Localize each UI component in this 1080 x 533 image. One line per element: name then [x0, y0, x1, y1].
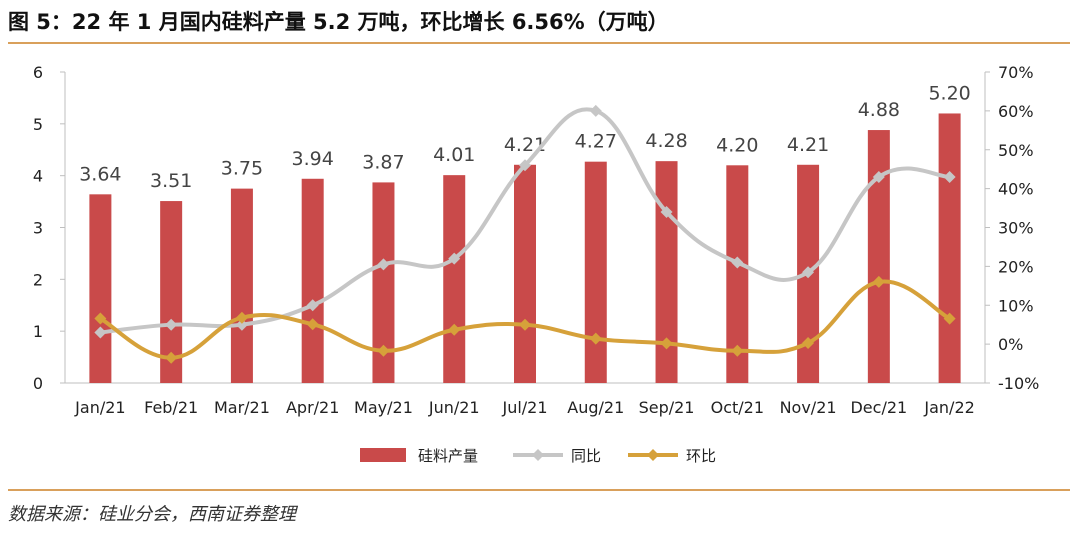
y-right-tick-label: 0%	[998, 335, 1023, 354]
bar-data-label: 5.20	[928, 82, 970, 104]
title-divider	[8, 42, 1070, 44]
series-mom-point	[448, 323, 461, 336]
series-yoy-point	[165, 318, 178, 331]
series-mom-point	[165, 351, 178, 364]
y-right-tick-label: 10%	[998, 296, 1034, 315]
y-right-tick-label: 70%	[998, 63, 1034, 82]
bar-production	[938, 113, 961, 383]
y-left-tick-label: 2	[33, 270, 43, 289]
bar-production	[301, 178, 324, 383]
y-right-tick-label: 20%	[998, 257, 1034, 276]
bar-production	[372, 182, 395, 383]
bar-data-label: 4.21	[787, 134, 829, 156]
series-mom-point	[589, 332, 602, 345]
series-mom-point	[731, 344, 744, 357]
legend-production-label: 硅料产量	[418, 447, 478, 465]
series-mom-point	[660, 337, 673, 350]
x-tick-label: Jul/21	[501, 398, 547, 417]
x-tick-label: Dec/21	[850, 398, 907, 417]
series-mom-point	[235, 311, 248, 324]
bar-production	[867, 130, 890, 383]
y-left-tick-label: 6	[33, 63, 43, 82]
bar-production	[726, 165, 749, 383]
bar-data-label: 3.87	[362, 151, 404, 173]
y-left-tick-label: 5	[33, 115, 43, 134]
figure-title: 图 5：22 年 1 月国内硅料产量 5.2 万吨，环比增长 6.56%（万吨）	[8, 10, 669, 34]
bar-production	[655, 161, 678, 383]
y-left-tick-label: 3	[33, 219, 43, 238]
y-right-tick-label: 50%	[998, 141, 1034, 160]
bar-data-label: 3.51	[150, 170, 192, 192]
series-yoy-point	[377, 258, 390, 271]
series-yoy-point	[731, 256, 744, 269]
legend-mom-label: 环比	[686, 447, 716, 465]
bar-data-label: 3.75	[221, 158, 263, 180]
series-yoy-point	[306, 299, 319, 312]
series-yoy-point	[448, 252, 461, 265]
series-mom-point	[872, 275, 885, 288]
series-mom-point	[519, 318, 531, 331]
bar-data-label: 4.88	[858, 99, 900, 121]
series-yoy-point	[94, 326, 107, 339]
series-mom-point	[94, 312, 107, 325]
y-left-tick-label: 4	[33, 167, 43, 186]
x-tick-label: Nov/21	[780, 398, 837, 417]
bar-production	[443, 175, 466, 383]
source-divider	[8, 489, 1070, 491]
series-yoy-point	[519, 159, 531, 172]
x-tick-label: Aug/21	[567, 398, 624, 417]
series-yoy-point	[235, 318, 248, 331]
series-mom-point	[306, 318, 319, 331]
legend-mom-swatch-marker	[647, 449, 659, 461]
series-yoy-point	[660, 205, 673, 218]
bar-data-label: 4.28	[645, 130, 687, 152]
legend-yoy-label: 同比	[571, 447, 601, 465]
bar-data-label: 3.64	[79, 163, 121, 185]
bar-data-label: 3.94	[292, 148, 334, 170]
x-tick-label: May/21	[354, 398, 413, 417]
bar-production	[89, 194, 112, 383]
x-tick-label: Sep/21	[639, 398, 695, 417]
legend-yoy-swatch-marker	[532, 449, 544, 461]
x-tick-label: Mar/21	[214, 398, 270, 417]
x-tick-label: Oct/21	[711, 398, 764, 417]
source-note: 数据来源：硅业分会，西南证券整理	[8, 504, 296, 525]
chart: 0 1 2 3 4 5 6 -10% 0% 10% 20% 30% 40% 50% 60% 70% Jan/21…	[33, 63, 1040, 465]
x-tick-label: Jan/22	[923, 398, 974, 417]
y-right-tick-label: 60%	[998, 102, 1034, 121]
series-mom-point	[943, 312, 956, 325]
x-tick-label: Apr/21	[286, 398, 339, 417]
y-right-tick-label: -10%	[998, 374, 1039, 393]
y-right-tick-label: 40%	[998, 180, 1034, 199]
bar-data-label: 4.01	[433, 144, 475, 166]
series-yoy-point	[802, 266, 815, 279]
bar-data-label: 4.20	[716, 134, 758, 156]
x-tick-label: Feb/21	[144, 398, 198, 417]
series-mom-point	[802, 336, 815, 349]
y-right-tick-label: 30%	[998, 219, 1034, 238]
x-tick-label: Jan/21	[74, 398, 125, 417]
series-yoy-point	[589, 104, 602, 117]
y-left-tick-label: 0	[33, 374, 43, 393]
series-yoy-point	[943, 170, 956, 183]
bar-production	[160, 201, 183, 383]
series-yoy-point	[872, 170, 885, 183]
legend-production-swatch	[360, 448, 406, 462]
bar-production	[514, 164, 536, 383]
x-tick-label: Jun/21	[428, 398, 480, 417]
bar-production	[230, 188, 253, 383]
y-left-tick-label: 1	[33, 322, 43, 341]
bar-data-label: 4.27	[575, 131, 617, 153]
bar-production	[584, 161, 607, 383]
series-mom-point	[377, 344, 390, 357]
bar-data-label: 4.21	[504, 134, 546, 156]
